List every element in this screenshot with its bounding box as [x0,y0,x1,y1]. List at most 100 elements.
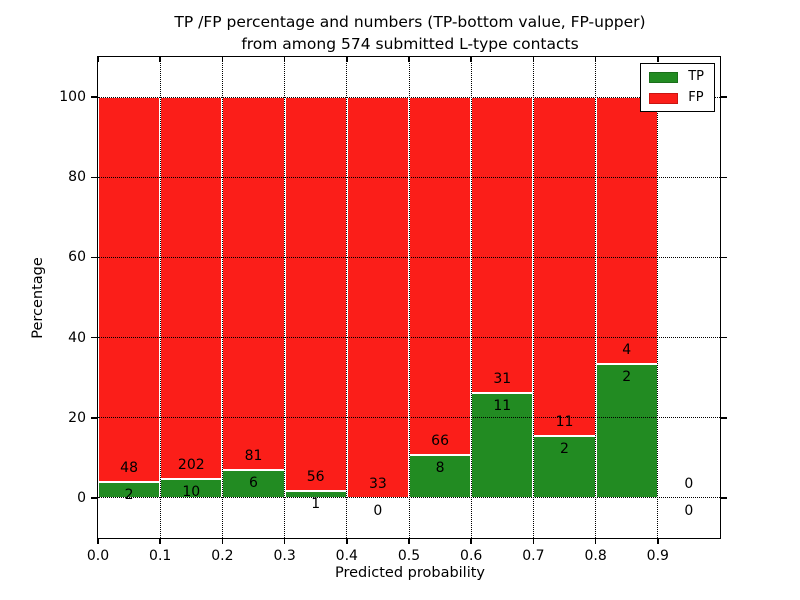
fp-count-label: 48 [120,459,139,476]
tp-count-label: 0 [373,502,383,519]
tp-count-label: 1 [311,495,321,512]
x-tick-label: 0.1 [149,548,172,564]
x-tick-mark [97,538,99,544]
x-gridline [159,57,161,538]
fp-count-label: 81 [244,448,263,465]
tp-count-label: 2 [124,486,134,503]
y-gridline [98,497,720,499]
x-gridline [346,57,348,538]
y-tick-label: 20 [68,409,86,426]
fp-count-label: 66 [431,432,450,449]
fp-bar [533,97,596,437]
chart-title-line1: TP /FP percentage and numbers (TP-bottom… [174,13,646,31]
y-tick-mark-right [720,497,727,499]
y-tick-label: 60 [68,249,86,266]
legend: TP FP [640,63,715,112]
chart-title: TP /FP percentage and numbers (TP-bottom… [99,11,721,55]
y-tick-mark [91,96,98,98]
y-gridline [98,337,720,339]
fp-count-label: 56 [306,468,325,485]
x-tick-mark [594,538,597,544]
tp-count-label: 2 [560,441,569,458]
x-tick-mark-top [657,57,659,62]
y-gridline [98,176,720,178]
tp-bar [98,481,161,498]
x-tick-label: 0.6 [460,548,483,564]
y-tick-mark-right [720,336,727,339]
y-tick-mark [91,336,98,339]
x-tick-mark [221,538,224,544]
tp-bar [409,454,472,498]
x-tick-label: 0.8 [584,548,607,564]
x-gridline [408,57,410,538]
y-tick-label: 100 [59,89,86,106]
tp-legend-swatch [649,71,679,83]
x-tick-mark-top [346,57,348,62]
x-tick-label: 0.9 [646,548,669,564]
y-axis-label: Percentage [30,257,46,339]
x-tick-mark-top [283,57,286,62]
y-tick-label: 40 [68,329,86,346]
y-tick-label: 0 [77,489,86,506]
y-gridline [98,96,720,98]
x-axis-label: Predicted probability [334,565,486,581]
tp-count-label: 11 [493,397,512,414]
y-tick-mark [91,497,98,499]
fp-count-label: 31 [493,370,512,387]
y-tick-mark-right [720,176,727,178]
fp-legend-swatch [649,92,679,104]
x-tick-label: 0.2 [211,548,234,564]
x-tick-mark [408,538,410,544]
tp-count-label: 0 [684,502,694,519]
y-tick-mark-right [720,96,727,98]
x-tick-mark-top [470,57,472,62]
x-gridline [595,57,597,538]
x-gridline [470,57,472,538]
fp-bar [222,97,285,471]
tp-count-label: 6 [249,475,258,492]
x-gridline [284,57,286,538]
tp-count-label: 2 [622,369,632,386]
y-gridline [98,256,720,258]
x-tick-label: 0.0 [86,548,110,564]
x-tick-mark [159,538,161,544]
y-tick-mark [91,256,98,259]
x-tick-label: 0.5 [397,548,421,564]
x-tick-mark-top [159,57,161,62]
fp-bar [284,97,347,491]
fp-bar [98,97,161,482]
tp-count-label: 8 [435,459,445,476]
fp-bar [409,97,472,455]
fp-bar [160,97,223,479]
x-gridline [657,57,659,538]
x-tick-label: 0.7 [522,548,545,564]
y-tick-mark-right [720,417,727,419]
x-tick-mark-top [97,57,99,62]
fp-bar [471,97,534,393]
x-tick-mark-top [594,57,597,62]
fp-bar [346,97,409,498]
fp-count-label: 4 [622,342,632,359]
y-tick-mark [91,176,98,178]
y-tick-label: 80 [68,169,86,186]
plot-area: TP FP 48 2 202 10 81 6 56 1 33 0 66 8 31 11 11 2 4 2 0 0 0.0… [59,56,727,564]
legend-item-fp: FP [649,91,704,105]
y-tick-mark-right [720,256,727,259]
x-gridline [221,57,223,538]
x-tick-mark [657,538,659,544]
y-gridline [98,417,720,419]
x-tick-mark [470,538,472,544]
chart-title-line2: from among 574 submitted L-type contacts [241,35,579,53]
x-gridline [532,57,534,538]
fp-legend-label: FP [688,90,704,105]
x-tick-mark [283,538,286,544]
x-tick-mark [346,538,348,544]
fp-count-label: 11 [555,414,574,431]
tp-count-label: 10 [182,484,201,500]
legend-item-tp: TP [649,70,704,84]
fp-count-label: 202 [177,457,205,473]
tp-legend-label: TP [688,69,704,84]
x-tick-mark-top [221,57,224,62]
tp-bar [533,436,596,498]
